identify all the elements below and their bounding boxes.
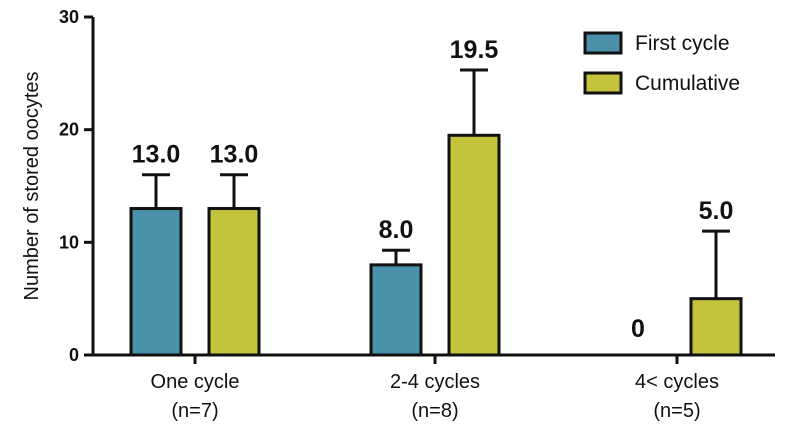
category-sample-size: (n=8) (411, 400, 458, 422)
category-sample-size: (n=7) (171, 400, 218, 422)
value-labels: 13.0 8.0 0 13.0 19.5 5.0 (132, 36, 734, 343)
category-label: 4< cycles (635, 371, 719, 393)
legend-swatch (583, 71, 623, 95)
bar-cumulative (689, 297, 743, 357)
value-label: 0 (631, 315, 645, 343)
bar-cumulative (207, 207, 261, 357)
y-tick-label: 30 (59, 7, 79, 27)
legend: First cycle Cumulative (583, 31, 740, 95)
legend-label: First cycle (635, 32, 730, 55)
bar-cumulative (447, 133, 501, 357)
value-label: 19.5 (450, 36, 499, 64)
bar-first-cycle (369, 263, 423, 357)
y-axis-title: Number of stored oocytes (21, 72, 43, 301)
value-label: 13.0 (132, 141, 181, 169)
bar-first-cycle (129, 207, 183, 357)
category-sample-size: (n=5) (653, 400, 700, 422)
y-tick-label: 10 (59, 232, 79, 252)
value-label: 5.0 (699, 197, 734, 225)
category-label: 2-4 cycles (390, 371, 480, 393)
value-label: 13.0 (210, 141, 259, 169)
legend-swatch (583, 31, 623, 55)
value-label: 8.0 (379, 216, 414, 244)
y-tick-label: 0 (69, 345, 79, 365)
axes: 0 10 20 30 One cycle (n=7) 2-4 cycles (n=8) 4< c… (21, 7, 775, 422)
category-label: One cycle (151, 371, 240, 393)
legend-label: Cumulative (635, 72, 740, 95)
bars (129, 68, 743, 357)
y-tick-label: 20 (59, 120, 79, 140)
